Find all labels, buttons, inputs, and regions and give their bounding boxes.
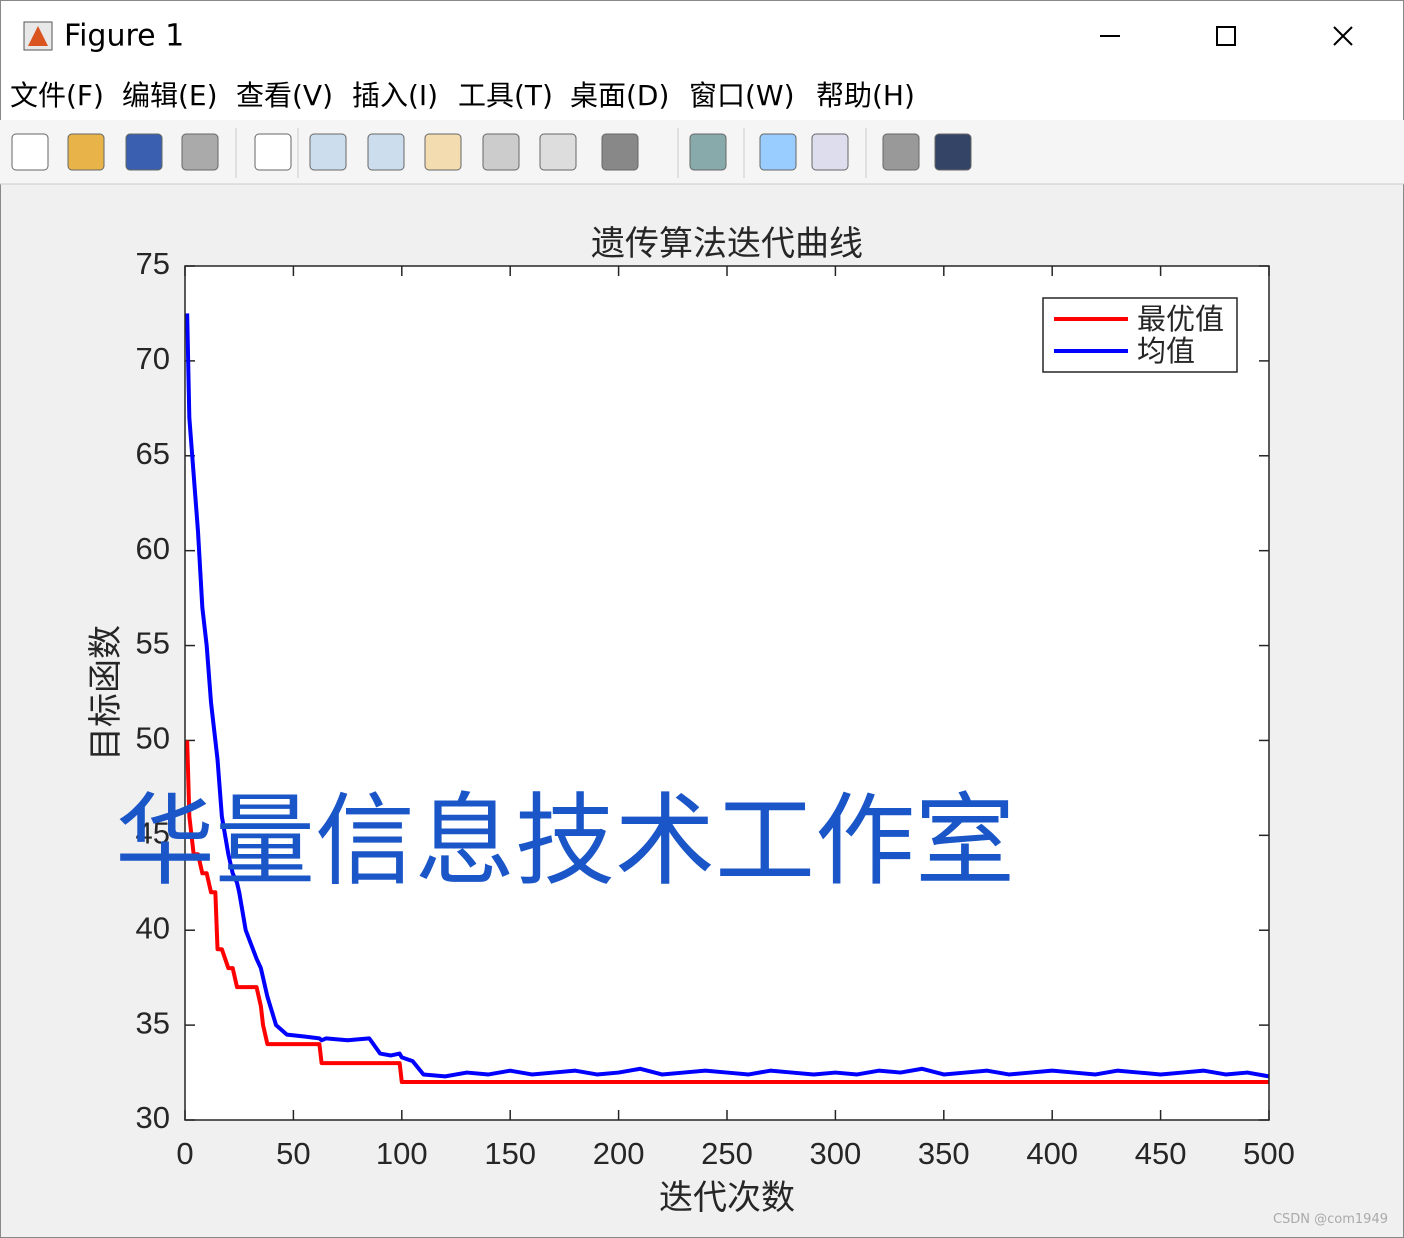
- menu-item[interactable]: 窗口(W): [689, 79, 795, 112]
- x-axis-label: 迭代次数: [659, 1178, 795, 1218]
- y-tick-label: 40: [136, 910, 170, 945]
- y-tick-label: 70: [136, 341, 170, 376]
- axes-box: [184, 265, 1270, 1121]
- toolbar-button[interactable]: [934, 133, 972, 171]
- toolbar-button[interactable]: [759, 133, 797, 171]
- y-tick-label: 30: [136, 1100, 170, 1135]
- menu-item[interactable]: 桌面(D): [570, 79, 669, 112]
- y-tick-label: 75: [136, 246, 170, 281]
- credit: CSDN @com1949: [1273, 1212, 1388, 1227]
- toolbar-button[interactable]: [882, 133, 920, 171]
- app-icon-shape: [28, 26, 48, 46]
- toolbar-button[interactable]: [689, 133, 727, 171]
- toolbar-button[interactable]: [424, 133, 462, 171]
- y-axis-label: 目标函数: [86, 625, 126, 761]
- y-tick-label: 35: [136, 1005, 170, 1040]
- y-tick-label: 55: [136, 626, 170, 661]
- x-tick-label: 100: [376, 1136, 428, 1171]
- toolbar-button[interactable]: [254, 133, 292, 171]
- x-tick-label: 450: [1135, 1136, 1187, 1171]
- menu-item[interactable]: 插入(I): [352, 79, 438, 112]
- x-tick-label: 50: [276, 1136, 310, 1171]
- toolbar-button[interactable]: [482, 133, 520, 171]
- window-title: Figure 1: [64, 19, 184, 54]
- toolbar-button[interactable]: [67, 133, 105, 171]
- x-tick-label: 150: [484, 1136, 536, 1171]
- x-tick-label: 500: [1243, 1136, 1295, 1171]
- toolbar-button[interactable]: [11, 133, 49, 171]
- x-tick-label: 0: [176, 1136, 193, 1171]
- toolbar-button[interactable]: [367, 133, 405, 171]
- title-menu-bg: [0, 0, 1404, 120]
- legend-box: [1042, 297, 1238, 373]
- data-line: [185, 313, 1270, 1079]
- x-tick-label: 400: [1026, 1136, 1078, 1171]
- x-tick-label: 250: [701, 1136, 753, 1171]
- legend-label: 最优值: [1137, 302, 1224, 336]
- y-tick-label: 45: [136, 816, 170, 851]
- legend-label: 均值: [1137, 334, 1195, 368]
- toolbar-button[interactable]: [181, 133, 219, 171]
- toolbar-button[interactable]: [539, 133, 577, 171]
- plot-area: [185, 266, 1269, 1120]
- watermark: 华量信息技术工作室: [115, 782, 1015, 899]
- y-tick-label: 65: [136, 436, 170, 471]
- toolbar-button[interactable]: [309, 133, 347, 171]
- maximize-button[interactable]: [1216, 26, 1236, 46]
- data-line: [185, 740, 1269, 1085]
- close-button[interactable]: [1333, 26, 1353, 46]
- menu-item[interactable]: 文件(F): [10, 79, 104, 112]
- toolbar-button[interactable]: [601, 133, 639, 171]
- menu-item[interactable]: 查看(V): [236, 79, 333, 112]
- x-tick-label: 300: [810, 1136, 862, 1171]
- y-tick-label: 60: [136, 531, 170, 566]
- menu-item[interactable]: 工具(T): [458, 79, 553, 112]
- menu-item[interactable]: 帮助(H): [816, 79, 915, 112]
- chart-title: 遗传算法迭代曲线: [591, 224, 863, 264]
- toolbar-button[interactable]: [125, 133, 163, 171]
- x-tick-label: 350: [918, 1136, 970, 1171]
- toolbar-button[interactable]: [811, 133, 849, 171]
- y-tick-label: 50: [136, 721, 170, 756]
- x-tick-label: 200: [593, 1136, 645, 1171]
- menu-item[interactable]: 编辑(E): [122, 79, 218, 112]
